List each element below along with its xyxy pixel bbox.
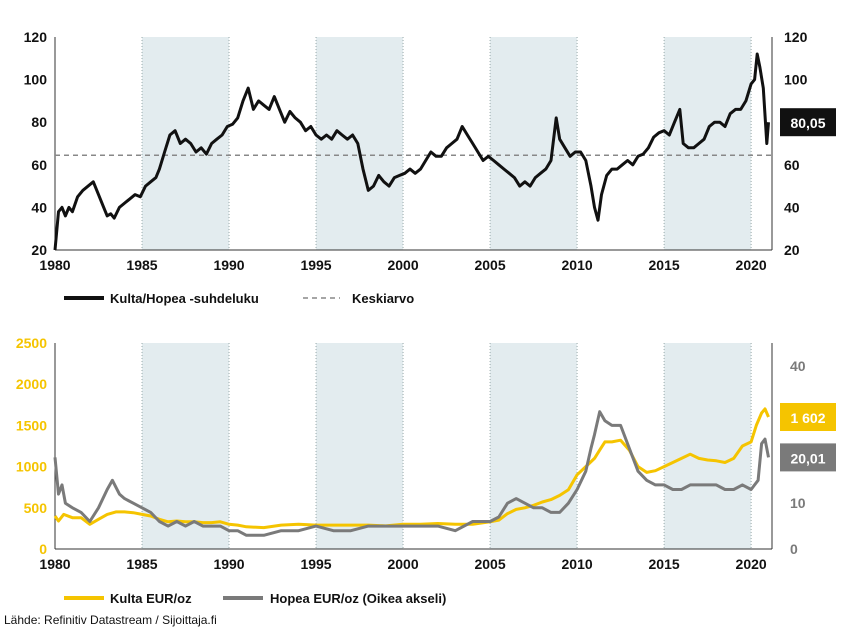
legend-label-silver: Hopea EUR/oz (Oikea akseli) xyxy=(270,591,446,606)
end-label-gold-box xyxy=(780,402,836,431)
y-tick-label-left: 80 xyxy=(31,114,47,130)
prices-chart: 1980 1985 1990 1995 2000 2005 2010 2015 2020 0 500… xyxy=(16,335,836,572)
shaded-period-3 xyxy=(664,343,752,549)
ratio-chart-legend: Kulta/Hopea -suhdeluku Keskiarvo xyxy=(64,291,414,306)
x-tick-label: 2015 xyxy=(649,556,680,572)
x-tick-label: 1980 xyxy=(39,257,70,273)
y-tick-label-left: 1000 xyxy=(16,459,47,475)
source-note: Lähde: Refinitiv Datastream / Sijoittaja… xyxy=(4,613,217,627)
series-ratio-line xyxy=(53,52,770,251)
x-tick-label: 1985 xyxy=(126,556,157,572)
x-tick-label: 1995 xyxy=(300,257,331,273)
x-tick-label: 2005 xyxy=(474,257,505,273)
y-tick-label-right: 20 xyxy=(784,242,800,258)
shaded-period-0 xyxy=(142,343,230,549)
y-tick-label-right: 100 xyxy=(784,72,808,88)
x-tick-label: 1990 xyxy=(213,556,244,572)
y-tick-label-left: 40 xyxy=(31,199,47,215)
shaded-period-1 xyxy=(316,343,404,549)
prices-chart-legend: Kulta EUR/oz Hopea EUR/oz (Oikea akseli) xyxy=(64,591,446,606)
series-silver-line xyxy=(53,410,770,537)
legend-label-gold: Kulta EUR/oz xyxy=(110,591,192,606)
y-tick-label-left: 60 xyxy=(31,157,47,173)
end-label-silver-box xyxy=(780,443,836,472)
legend-label-ratio: Kulta/Hopea -suhdeluku xyxy=(110,291,259,306)
x-tick-label: 1995 xyxy=(300,556,331,572)
y-tick-label-right: 60 xyxy=(784,157,800,173)
legend-label-average: Keskiarvo xyxy=(352,291,414,306)
y-tick-label-left: 120 xyxy=(24,29,48,45)
y-tick-label-left: 20 xyxy=(31,242,47,258)
y-tick-label-left: 2000 xyxy=(16,376,47,392)
y-tick-label-right: 40 xyxy=(784,199,800,215)
x-tick-label: 1985 xyxy=(126,257,157,273)
shaded-period-3 xyxy=(664,37,752,250)
shaded-period-0 xyxy=(142,37,230,250)
x-tick-label: 2020 xyxy=(736,257,767,273)
end-label-ratio: 80,05 xyxy=(790,115,825,131)
series-gold-line xyxy=(53,407,770,530)
y-tick-label-right: 10 xyxy=(790,495,806,511)
y-tick-label-left: 100 xyxy=(24,72,48,88)
y-tick-label-left: 2500 xyxy=(16,335,47,351)
x-tick-label: 2010 xyxy=(562,257,593,273)
x-tick-label: 2000 xyxy=(387,556,418,572)
x-tick-label: 1990 xyxy=(213,257,244,273)
x-tick-label: 1980 xyxy=(39,556,70,572)
y-tick-label-left: 0 xyxy=(39,541,47,557)
x-tick-label: 2015 xyxy=(649,257,680,273)
y-tick-label-right: 0 xyxy=(790,541,798,557)
end-label-ratio-box xyxy=(780,108,836,137)
ratio-chart: 1980 1985 1990 1995 2000 2005 2010 2015 20202040… xyxy=(24,29,836,273)
y-tick-label-right: 40 xyxy=(790,358,806,374)
end-label-gold: 1 602 xyxy=(790,410,825,426)
y-tick-label-left: 500 xyxy=(24,500,48,516)
x-tick-label: 2000 xyxy=(387,257,418,273)
x-tick-label: 2005 xyxy=(474,556,505,572)
shaded-period-1 xyxy=(316,37,404,250)
end-label-silver: 20,01 xyxy=(790,450,825,466)
y-tick-label-left: 1500 xyxy=(16,417,47,433)
y-tick-label-right: 120 xyxy=(784,29,808,45)
x-tick-label: 2010 xyxy=(562,556,593,572)
x-tick-label: 2020 xyxy=(736,556,767,572)
